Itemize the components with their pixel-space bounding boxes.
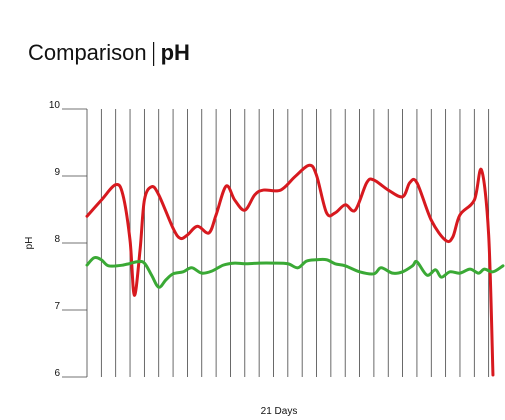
chart-title: Comparison — [28, 40, 147, 65]
y-tick-label: 10 — [49, 100, 61, 111]
chart-subtitle: pH — [161, 40, 190, 65]
y-tick-label: 6 — [54, 368, 60, 379]
y-tick-label: 7 — [54, 301, 60, 312]
y-tick-label: 8 — [54, 234, 60, 245]
series-line — [85, 255, 505, 289]
series-line — [85, 163, 495, 377]
y-tick-label: 9 — [54, 167, 60, 178]
x-axis-label: 21 Days — [261, 406, 298, 417]
y-axis-label: pH — [24, 237, 35, 250]
